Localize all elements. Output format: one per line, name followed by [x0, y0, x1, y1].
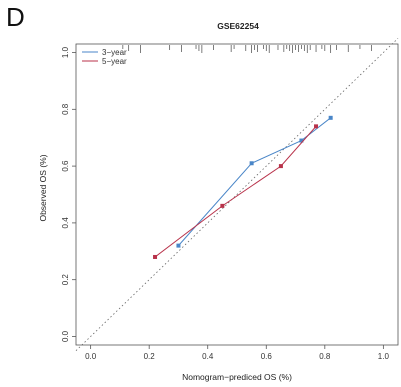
- x-tick-label: 0.6: [261, 352, 273, 361]
- data-point: [176, 243, 181, 248]
- y-tick-label: 0.6: [61, 160, 70, 172]
- reference-diagonal: [75, 38, 399, 351]
- y-tick-label: 0.0: [61, 330, 70, 342]
- y-axis-title: Observed OS (%): [38, 154, 48, 221]
- y-tick-label: 1.0: [61, 46, 70, 58]
- series-line: [154, 126, 317, 258]
- x-tick-label: 1.0: [378, 352, 390, 361]
- y-tick-label: 0.8: [61, 103, 70, 115]
- legend-label: 5−year: [102, 57, 127, 66]
- y-tick-label: 0.2: [61, 274, 70, 286]
- data-point: [153, 254, 158, 259]
- data-point: [314, 124, 319, 129]
- y-axis: 0.0 0.2 0.4 0.6 0.8 1.0: [61, 46, 76, 342]
- data-point: [328, 115, 333, 120]
- series-line: [178, 117, 331, 246]
- plot-border: [75, 43, 399, 346]
- data-point: [220, 203, 225, 208]
- x-axis-title: Nomogram−prediced OS (%): [182, 372, 292, 382]
- chart-title: GSE62254: [217, 21, 259, 31]
- data-point: [249, 161, 254, 166]
- x-tick-label: 0.0: [85, 352, 97, 361]
- rug-ticks: [122, 45, 373, 53]
- diagonal-line: [75, 38, 399, 351]
- x-tick-label: 0.4: [202, 352, 214, 361]
- plot-frame: [75, 43, 399, 346]
- x-tick-label: 0.8: [319, 352, 331, 361]
- x-axis: 0.0 0.2 0.4 0.6 0.8 1.0: [85, 345, 389, 361]
- data-point: [299, 138, 304, 143]
- y-tick-label: 0.4: [61, 217, 70, 229]
- x-tick-label: 0.2: [144, 352, 156, 361]
- legend-label: 3−year: [102, 48, 127, 57]
- series-lines: [153, 115, 333, 259]
- data-point: [278, 164, 283, 169]
- panel-letter: D: [6, 2, 25, 32]
